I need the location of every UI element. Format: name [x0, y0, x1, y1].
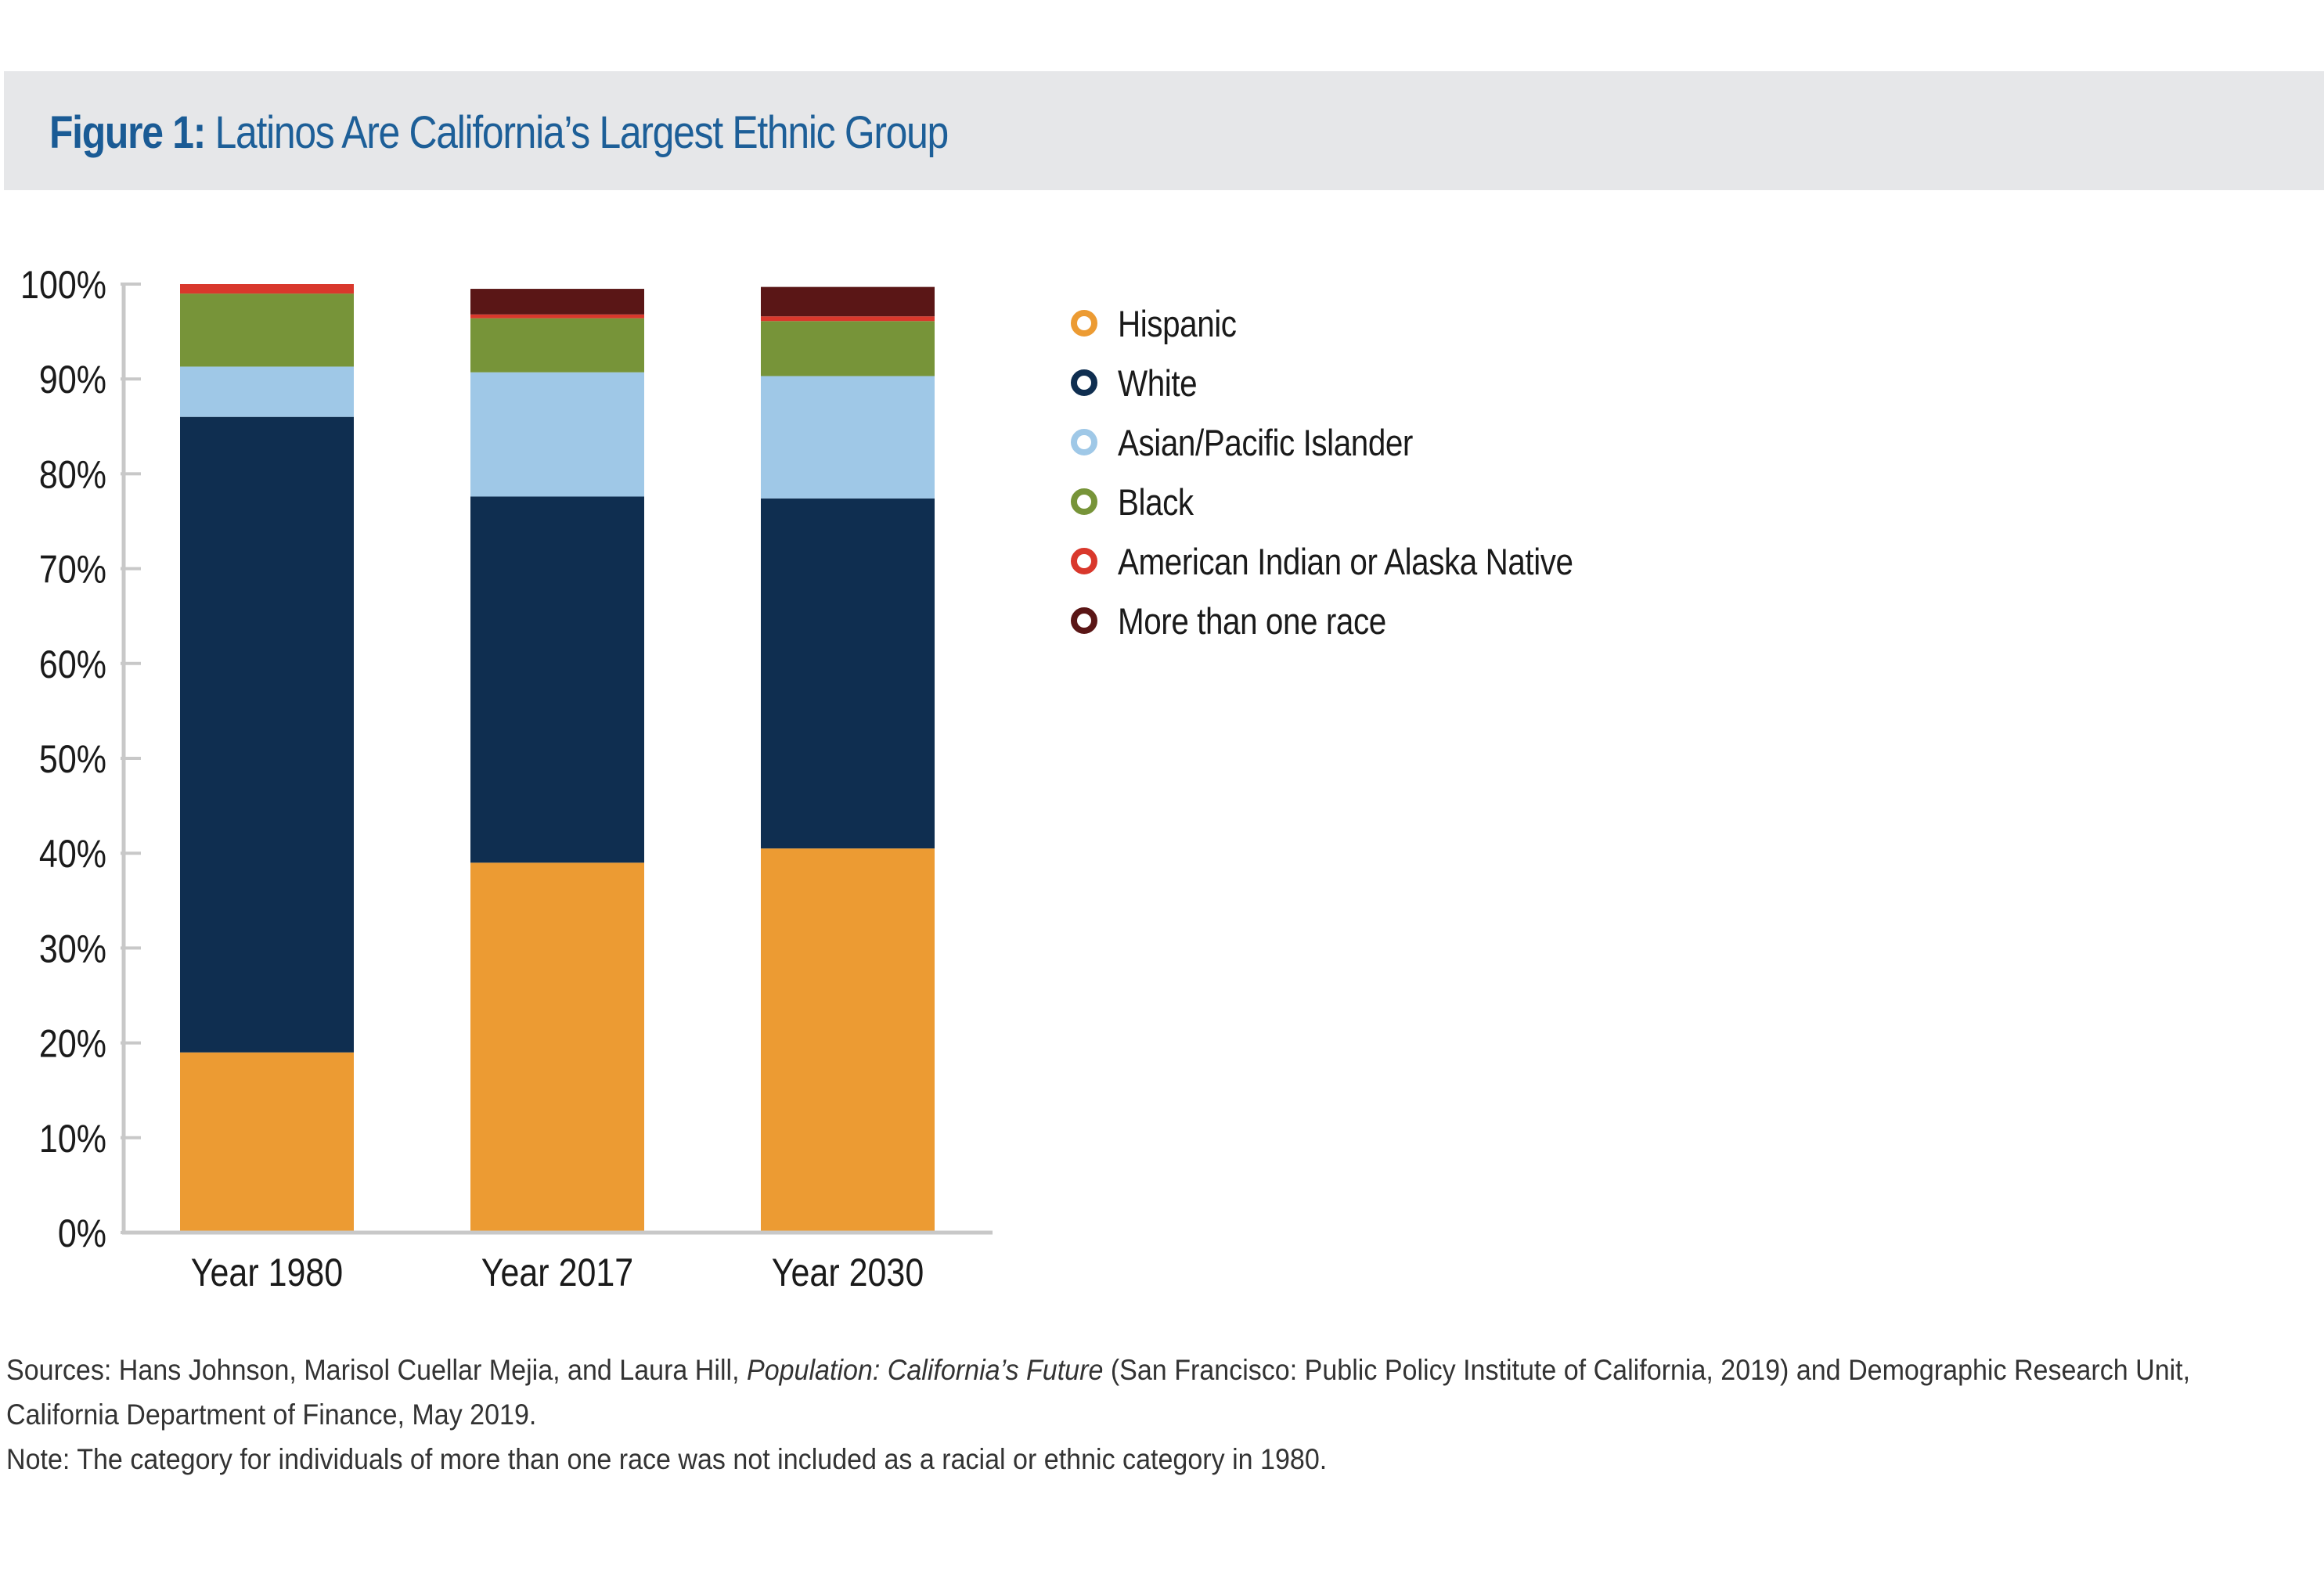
figure-label: Figure 1: — [49, 107, 206, 158]
y-tick-label-8: 80% — [39, 452, 106, 496]
legend-item-white: White — [1071, 353, 1647, 412]
bar-segment-year-1980-hispanic — [180, 1052, 354, 1233]
bar-segment-year-2017-black — [470, 318, 644, 373]
title-text: Latinos Are California’s Largest Ethnic … — [214, 107, 949, 158]
axes: Year 1980 Year 2017 Year 2030 0% 10% 20% 30% 40… — [20, 263, 993, 1294]
legend-item-more-than-one-race: More than one race — [1071, 591, 1647, 650]
chart-title: Figure 1: Latinos Are California’s Large… — [49, 106, 949, 160]
sources-prefix: Sources: Hans Johnson, Marisol Cuellar M… — [6, 1354, 747, 1386]
legend-label-asian-pacific-islander: Asian/Pacific Islander — [1118, 421, 1413, 463]
legend: Hispanic White Asian/Pacific Islander Black… — [1071, 293, 1647, 650]
bar-segment-year-1980-asian-pacific-islander — [180, 366, 354, 417]
y-tick-label-4: 40% — [39, 832, 106, 876]
sources-publication: Population: California’s Future — [746, 1354, 1104, 1386]
x-tick-label-year-2017: Year 2017 — [481, 1251, 633, 1294]
bar-segment-year-2030-american-indian-or-alaska-native — [761, 316, 935, 322]
y-tick-label-7: 70% — [39, 548, 106, 592]
bar-segment-year-2030-more-than-one-race — [761, 286, 935, 317]
legend-marker-white — [1071, 369, 1097, 396]
legend-marker-black — [1071, 488, 1097, 515]
legend-label-more-than-one-race: More than one race — [1118, 599, 1386, 642]
bar-segment-year-2017-american-indian-or-alaska-native — [470, 314, 644, 319]
x-tick-label-year-2030: Year 2030 — [772, 1251, 924, 1294]
y-tick-label-1: 10% — [39, 1117, 106, 1161]
bar-segment-year-1980-black — [180, 293, 354, 367]
sources: Sources: Hans Johnson, Marisol Cuellar M… — [6, 1348, 2297, 1437]
legend-label-american-indian-or-alaska-native: American Indian or Alaska Native — [1118, 540, 1573, 582]
bar-segment-year-2017-white — [470, 496, 644, 863]
bar-segment-year-2017-asian-pacific-islander — [470, 372, 644, 497]
y-tick-label-0: 0% — [58, 1211, 106, 1255]
legend-item-black: Black — [1071, 472, 1647, 531]
y-tick-label-10: 100% — [20, 263, 106, 307]
legend-marker-american-indian-or-alaska-native — [1071, 548, 1097, 574]
legend-item-hispanic: Hispanic — [1071, 293, 1647, 353]
legend-label-black: Black — [1118, 481, 1194, 523]
legend-label-white: White — [1118, 362, 1198, 404]
x-tick-label-year-1980: Year 1980 — [191, 1251, 343, 1294]
y-tick-label-3: 30% — [39, 927, 106, 970]
y-tick-label-6: 60% — [39, 643, 106, 686]
legend-label-hispanic: Hispanic — [1118, 302, 1237, 344]
bar-segment-year-2030-hispanic — [761, 848, 935, 1233]
bar-segment-year-2030-white — [761, 498, 935, 849]
bar-segment-year-2030-asian-pacific-islander — [761, 376, 935, 499]
note: Note: The category for individuals of mo… — [6, 1443, 1328, 1475]
stacked-bar-chart: Year 1980 Year 2017 Year 2030 0% 10% 20% 30% 40… — [20, 263, 993, 1294]
bar-segment-year-1980-white — [180, 416, 354, 1053]
bars — [180, 284, 935, 1233]
sources-suffix: (San Francisco: Public Policy Institute … — [6, 1354, 2191, 1431]
y-tick-label-5: 50% — [39, 737, 106, 781]
legend-marker-more-than-one-race — [1071, 607, 1097, 634]
y-tick-label-9: 90% — [39, 358, 106, 401]
bar-segment-year-2017-more-than-one-race — [470, 289, 644, 315]
bar-segment-year-2017-hispanic — [470, 862, 644, 1233]
footnote: Sources: Hans Johnson, Marisol Cuellar M… — [6, 1348, 2297, 1481]
y-tick-label-2: 20% — [39, 1022, 106, 1066]
legend-item-american-indian-or-alaska-native: American Indian or Alaska Native — [1071, 531, 1647, 591]
bar-segment-year-1980-american-indian-or-alaska-native — [180, 284, 354, 294]
bar-segment-year-2030-black — [761, 321, 935, 376]
legend-marker-hispanic — [1071, 310, 1097, 337]
legend-item-asian-pacific-islander: Asian/Pacific Islander — [1071, 412, 1647, 472]
title-bar: Figure 1: Latinos Are California’s Large… — [4, 71, 2324, 190]
legend-marker-asian-pacific-islander — [1071, 429, 1097, 455]
